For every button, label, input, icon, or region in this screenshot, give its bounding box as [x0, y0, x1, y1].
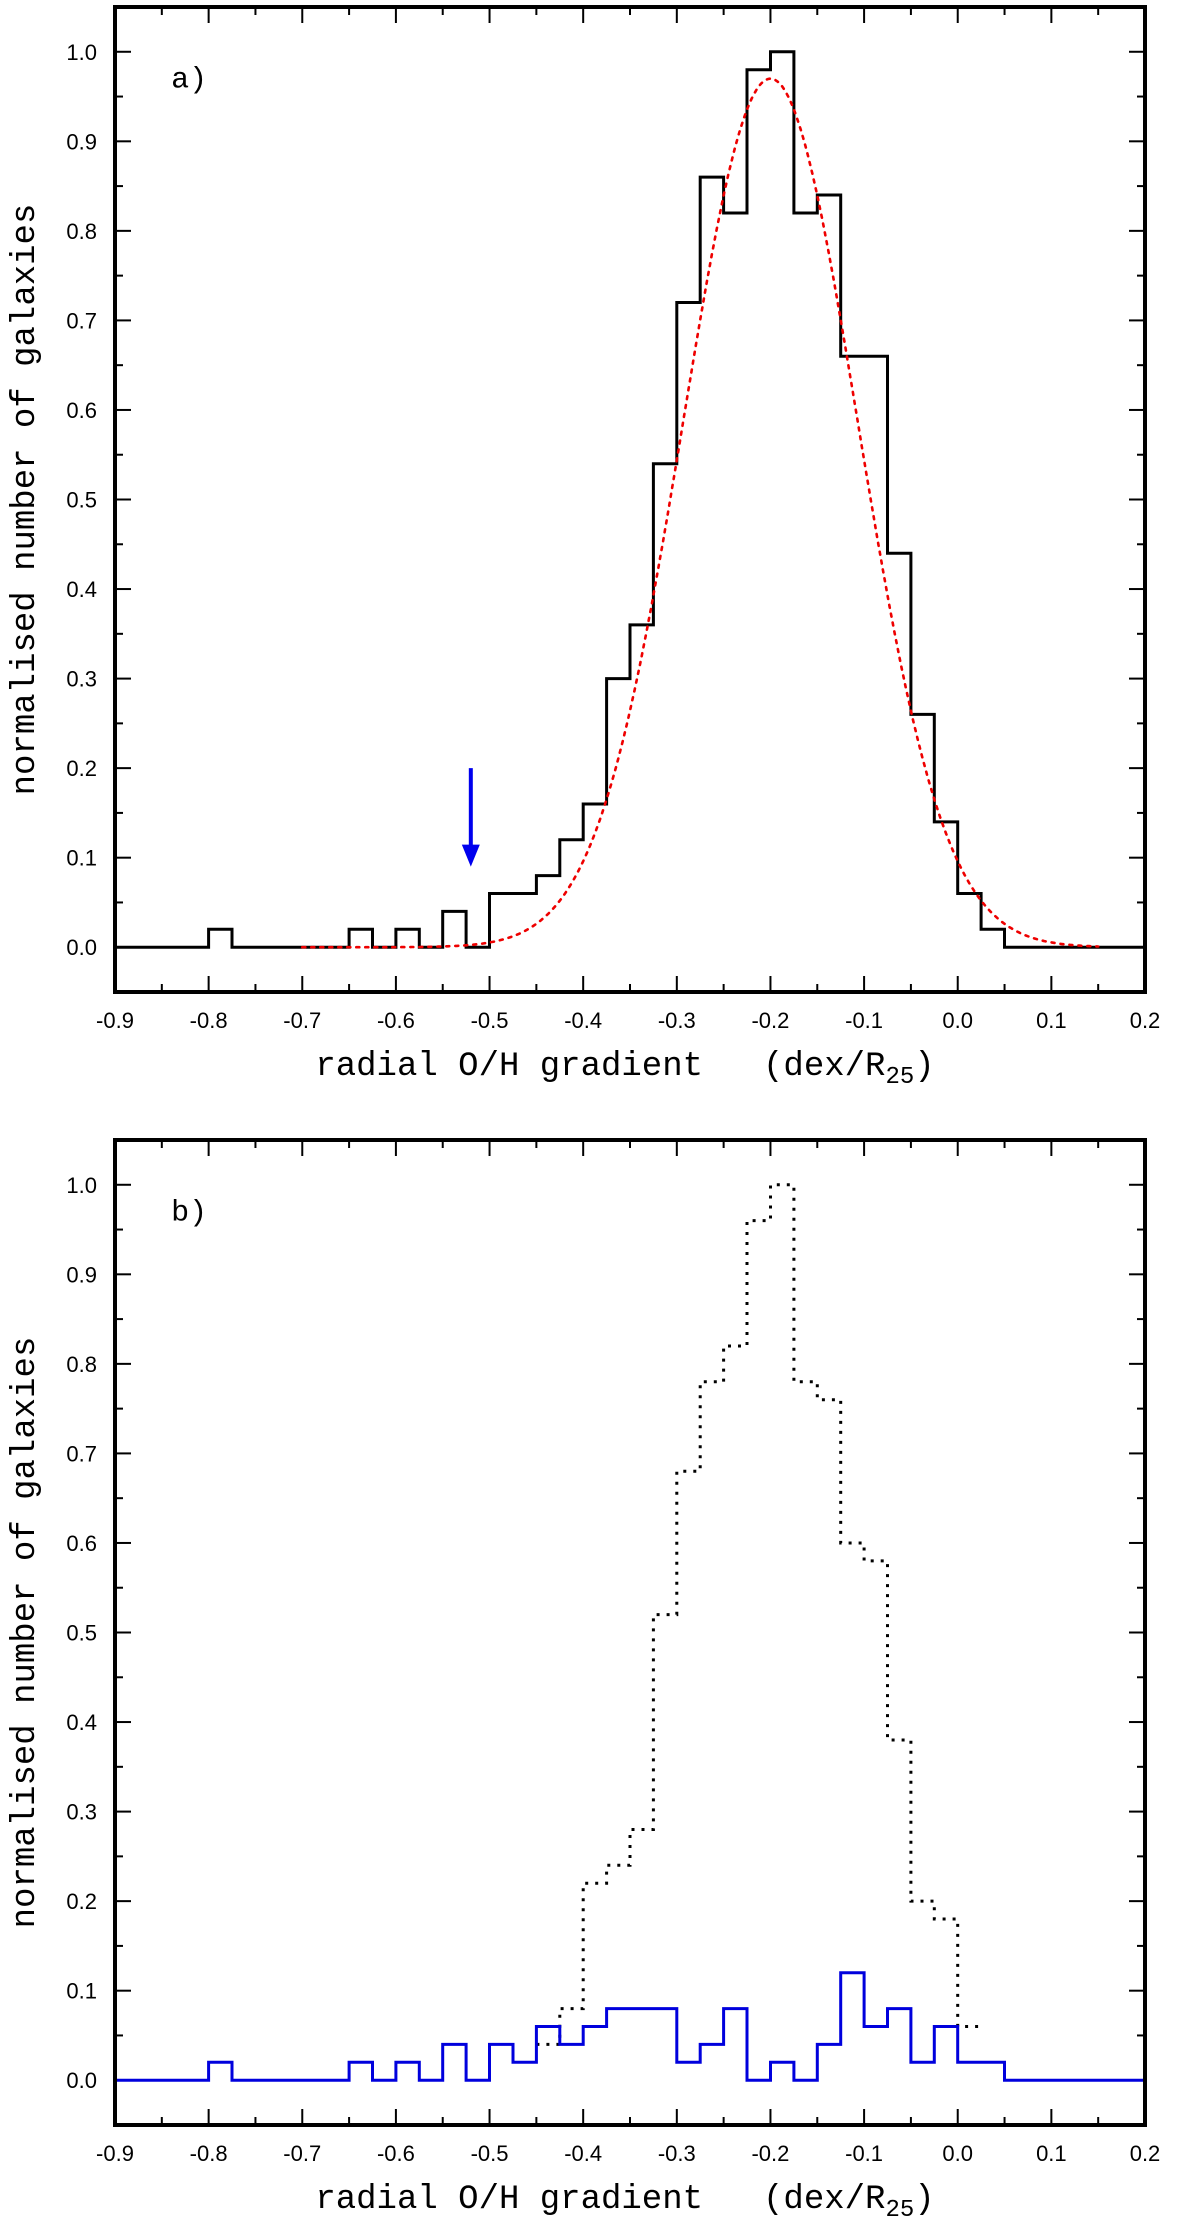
x-tick-label: 0.1: [1036, 1008, 1067, 1033]
plot-frame: [113, 5, 1147, 994]
y-tick-label: 0.6: [66, 398, 97, 423]
y-tick-label: 0.0: [66, 2068, 97, 2093]
x-tick-label: -0.2: [751, 2141, 789, 2166]
y-tick-label: 0.6: [66, 1531, 97, 1556]
y-tick-label: 0.9: [66, 1262, 97, 1287]
x-axis-title-unit-close: ): [914, 2181, 934, 2219]
plot-frame: [113, 1138, 1147, 2127]
series-step-solid-line: [115, 1971, 1145, 2082]
x-tick-label: -0.7: [283, 1008, 321, 1033]
x-tick-label: -0.5: [471, 1008, 509, 1033]
y-tick-label: 0.5: [66, 1621, 97, 1646]
y-tick-label: 0.4: [66, 577, 97, 602]
series-step-dotted-line: [536, 1183, 982, 2046]
y-tick-label: 0.8: [66, 1352, 97, 1377]
y-tick-label: 0.7: [66, 1441, 97, 1466]
gaussian-fit-curve: [300, 77, 1100, 949]
x-tick-label: -0.9: [96, 2141, 134, 2166]
x-tick-label: -0.7: [283, 2141, 321, 2166]
arrow-annotation-head: [461, 844, 480, 867]
y-tick-label: 1.0: [66, 40, 97, 65]
x-tick-label: -0.6: [377, 1008, 415, 1033]
y-tick-label: 0.1: [66, 1979, 97, 2004]
x-tick-label: 0.1: [1036, 2141, 1067, 2166]
x-axis-title-text: radial O/H gradient: [315, 2181, 703, 2219]
x-tick-label: -0.6: [377, 2141, 415, 2166]
panel-b: -0.9 -0.8 -0.7 -0.6 -0.5 -0.4 -0.3 -0.2 -0.1 0.0 0…: [7, 1138, 1161, 2224]
x-tick-label: -0.4: [564, 2141, 602, 2166]
y-tick-label: 0.3: [66, 667, 97, 692]
panel-label: a): [171, 64, 207, 98]
panel-a: -0.9 -0.8 -0.7 -0.6 -0.5 -0.4 -0.3 -0.2 -0.1 0.0 0…: [7, 5, 1161, 1091]
y-tick-label: 0.8: [66, 219, 97, 244]
y-axis-title: normalised number of galaxies: [7, 1337, 45, 1929]
x-axis-title-unit-subscript: 25: [885, 2197, 914, 2224]
x-tick-label: 0.0: [942, 1008, 973, 1033]
y-tick-label: 0.2: [66, 756, 97, 781]
x-axis-title: radial O/H gradient (dex/R25): [315, 1048, 934, 1091]
y-tick-label: 0.7: [66, 308, 97, 333]
y-tick-label: 0.2: [66, 1889, 97, 1914]
x-tick-label: -0.2: [751, 1008, 789, 1033]
y-tick-label: 0.9: [66, 129, 97, 154]
x-tick-label: -0.4: [564, 1008, 602, 1033]
y-tick-label: 0.3: [66, 1800, 97, 1825]
x-axis-title-text: radial O/H gradient: [315, 1048, 703, 1086]
x-tick-label: -0.1: [845, 1008, 883, 1033]
y-tick-label: 0.5: [66, 488, 97, 513]
y-tick-label: 1.0: [66, 1173, 97, 1198]
x-axis-title-unit: (dex/R: [763, 2181, 885, 2219]
y-tick-label: 0.0: [66, 935, 97, 960]
x-tick-label: -0.3: [658, 2141, 696, 2166]
x-tick-label: 0.0: [942, 2141, 973, 2166]
x-axis-title: radial O/H gradient (dex/R25): [315, 2181, 934, 2224]
y-axis-title: normalised number of galaxies: [7, 204, 45, 796]
x-tick-label: -0.9: [96, 1008, 134, 1033]
x-axis-title-unit-subscript: 25: [885, 1064, 914, 1091]
x-tick-label: -0.8: [190, 1008, 228, 1033]
x-tick-label: 0.2: [1130, 2141, 1161, 2166]
x-tick-label: -0.1: [845, 2141, 883, 2166]
x-tick-label: -0.8: [190, 2141, 228, 2166]
y-tick-label: 0.1: [66, 846, 97, 871]
x-tick-label: 0.2: [1130, 1008, 1161, 1033]
panel-label: b): [171, 1197, 207, 1231]
x-tick-label: -0.5: [471, 2141, 509, 2166]
x-axis-title-unit: (dex/R: [763, 1048, 885, 1086]
series-step-solid-line: [115, 50, 1145, 949]
y-tick-label: 0.4: [66, 1710, 97, 1735]
x-tick-label: -0.3: [658, 1008, 696, 1033]
x-axis-title-unit-close: ): [914, 1048, 934, 1086]
